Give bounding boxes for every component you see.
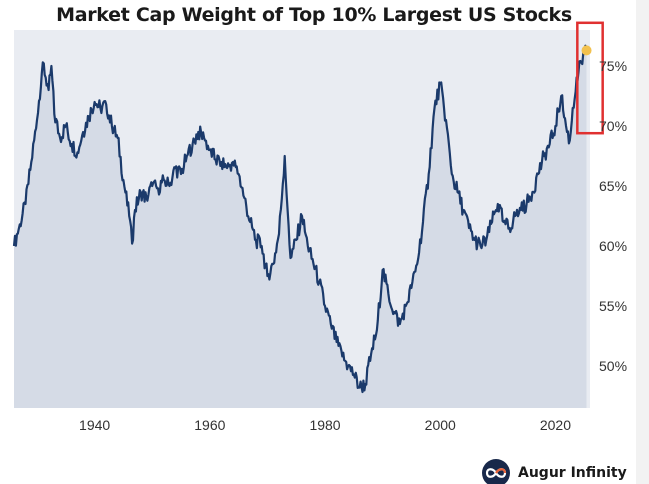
series-line-0 bbox=[12, 44, 588, 394]
y-tick-label: 70% bbox=[599, 118, 627, 134]
brand-footer: Augur Infinity bbox=[482, 459, 627, 484]
x-tick-label: 2020 bbox=[540, 417, 571, 433]
y-tick-label: 75% bbox=[599, 58, 627, 74]
x-tick-label: 1940 bbox=[79, 417, 110, 433]
scrollbar-gutter bbox=[636, 0, 649, 484]
y-tick-label: 50% bbox=[599, 358, 627, 374]
highlight-box bbox=[576, 21, 604, 135]
y-tick-label: 55% bbox=[599, 298, 627, 314]
chart-title: Market Cap Weight of Top 10% Largest US … bbox=[56, 4, 572, 26]
infinity-icon bbox=[482, 459, 510, 484]
x-tick-label: 2000 bbox=[425, 417, 456, 433]
y-tick-label: 60% bbox=[599, 238, 627, 254]
brand-name: Augur Infinity bbox=[518, 465, 627, 481]
y-tick-label: 65% bbox=[599, 178, 627, 194]
latest-value-dot bbox=[581, 45, 592, 56]
x-tick-label: 1960 bbox=[194, 417, 225, 433]
x-tick-label: 1980 bbox=[309, 417, 340, 433]
